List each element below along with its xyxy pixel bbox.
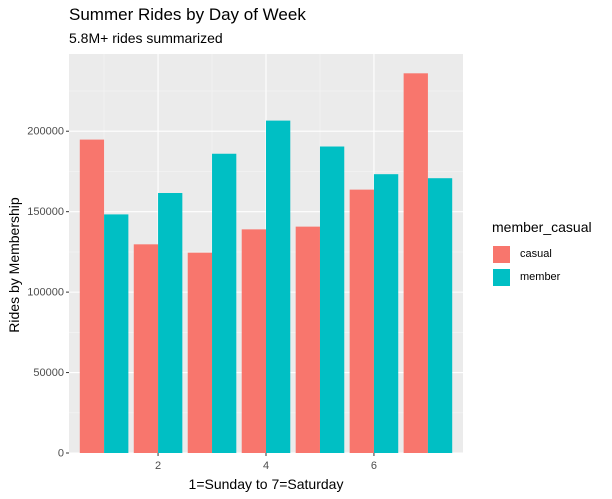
legend-item-member: member bbox=[492, 266, 592, 288]
bar-casual-day-1 bbox=[79, 139, 105, 454]
chart-title: Summer Rides by Day of Week bbox=[69, 5, 306, 24]
legend-swatch-casual bbox=[492, 244, 511, 264]
x-tick-label: 2 bbox=[155, 460, 161, 472]
y-axis-label-text: Rides by Membership bbox=[6, 197, 22, 333]
y-tick-label: 150000 bbox=[27, 206, 64, 218]
y-tick-label: 0 bbox=[58, 448, 64, 460]
legend-label-casual: casual bbox=[520, 248, 552, 260]
bar-member-day-3 bbox=[212, 153, 237, 453]
bar-member-day-2 bbox=[158, 193, 183, 453]
bar-casual-day-7 bbox=[403, 73, 428, 453]
legend: member_casual casual member bbox=[492, 219, 592, 289]
y-tick-label: 200000 bbox=[27, 126, 64, 138]
x-tick-label: 4 bbox=[263, 460, 269, 472]
legend-item-casual: casual bbox=[492, 243, 592, 265]
chart-subtitle: 5.8M+ rides summarized bbox=[69, 30, 223, 46]
bar-casual-day-2 bbox=[133, 244, 159, 453]
bar-member-day-4 bbox=[266, 120, 291, 453]
bar-casual-day-4 bbox=[241, 229, 266, 453]
y-tick-label: 50000 bbox=[33, 367, 64, 379]
x-tick-label: 6 bbox=[371, 460, 377, 472]
legend-title: member_casual bbox=[492, 219, 592, 235]
legend-label-member: member bbox=[520, 271, 561, 283]
bar-casual-day-5 bbox=[295, 226, 320, 453]
bar-casual-day-3 bbox=[187, 252, 213, 453]
y-tick-label: 100000 bbox=[27, 287, 64, 299]
legend-swatch-member bbox=[492, 267, 511, 287]
bar-member-day-7 bbox=[427, 178, 453, 453]
bar-member-day-5 bbox=[319, 146, 345, 454]
bar-casual-day-6 bbox=[349, 189, 374, 454]
bar-member-day-6 bbox=[373, 174, 399, 453]
bar-member-day-1 bbox=[104, 214, 129, 453]
x-axis-label: 1=Sunday to 7=Saturday bbox=[188, 476, 344, 492]
